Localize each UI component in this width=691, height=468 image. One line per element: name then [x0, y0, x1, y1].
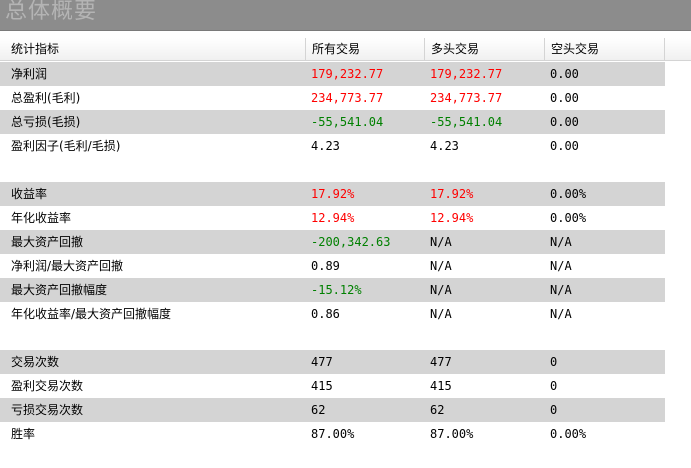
table-row[interactable]: 收益率 17.92% 17.92% 0.00% [0, 182, 665, 206]
all-trades-value: 12.94% [311, 211, 355, 225]
all-trades-value: 415 [311, 379, 333, 393]
metric-label: 净利润 [11, 67, 48, 81]
all-trades-value: -55,541.04 [311, 115, 384, 129]
metric-label: 交易次数 [11, 355, 60, 369]
column-header-short-trades[interactable]: 空头交易 [545, 38, 665, 60]
long-trades-value: 17.92% [430, 187, 474, 201]
table-row[interactable]: 最大资产回撤 -200,342.63 N/A N/A [0, 230, 665, 254]
column-header-long-trades[interactable]: 多头交易 [425, 38, 545, 60]
title-bar: 总体概要 [0, 0, 691, 31]
all-trades-value: 0.89 [311, 259, 340, 273]
long-trades-value: N/A [430, 235, 452, 249]
short-trades-value: 0.00 [550, 115, 579, 129]
long-trades-value: 179,232.77 [430, 67, 503, 81]
metric-label: 总亏损(毛损) [11, 115, 81, 129]
metric-label: 胜率 [11, 427, 36, 441]
long-trades-value: N/A [430, 259, 452, 273]
metric-label: 盈利交易次数 [11, 379, 84, 393]
short-trades-value: 0.00% [550, 211, 587, 225]
all-trades-value: -15.12% [311, 283, 362, 297]
short-trades-value: 0 [550, 355, 558, 369]
all-trades-value: 0.86 [311, 307, 340, 321]
table-row[interactable]: 年化收益率 12.94% 12.94% 0.00% [0, 206, 665, 230]
table-row[interactable]: 亏损交易次数 62 62 0 [0, 398, 665, 422]
metric-label: 盈利因子(毛利/毛损) [11, 139, 121, 153]
table-row[interactable]: 胜率 87.00% 87.00% 0.00% [0, 422, 665, 446]
all-trades-value: -200,342.63 [311, 235, 391, 249]
short-trades-value: 0.00 [550, 139, 579, 153]
table-row[interactable]: 盈利因子(毛利/毛损) 4.23 4.23 0.00 [0, 134, 665, 158]
short-trades-value: 0 [550, 403, 558, 417]
column-header-all-trades[interactable]: 所有交易 [306, 38, 425, 60]
all-trades-value: 17.92% [311, 187, 355, 201]
table-row[interactable]: 总亏损(毛损) -55,541.04 -55,541.04 0.00 [0, 110, 665, 134]
all-trades-value: 62 [311, 403, 326, 417]
short-trades-value: N/A [550, 235, 572, 249]
metric-label: 亏损交易次数 [11, 403, 84, 417]
short-trades-value: N/A [550, 259, 572, 273]
all-trades-value: 4.23 [311, 139, 340, 153]
all-trades-value: 179,232.77 [311, 67, 384, 81]
short-trades-value: 0 [550, 379, 558, 393]
table-row[interactable]: 净利润/最大资产回撤 0.89 N/A N/A [0, 254, 665, 278]
all-trades-value: 87.00% [311, 427, 355, 441]
metric-label: 年化收益率/最大资产回撤幅度 [11, 307, 172, 321]
all-trades-value: 477 [311, 355, 333, 369]
long-trades-value: 62 [430, 403, 445, 417]
table-row[interactable]: 盈利交易次数 415 415 0 [0, 374, 665, 398]
short-trades-value: 0.00% [550, 187, 587, 201]
all-trades-value: 234,773.77 [311, 91, 384, 105]
short-trades-value: N/A [550, 283, 572, 297]
window-title: 总体概要 [5, 0, 98, 24]
long-trades-value: 477 [430, 355, 452, 369]
metric-label: 最大资产回撤 [11, 235, 84, 249]
metric-label: 总盈利(毛利) [11, 91, 81, 105]
table-row[interactable]: 总盈利(毛利) 234,773.77 234,773.77 0.00 [0, 86, 665, 110]
long-trades-value: N/A [430, 307, 452, 321]
long-trades-value: N/A [430, 283, 452, 297]
table-row[interactable]: 净利润 179,232.77 179,232.77 0.00 [0, 62, 665, 86]
long-trades-value: 234,773.77 [430, 91, 503, 105]
long-trades-value: 415 [430, 379, 452, 393]
metric-label: 净利润/最大资产回撤 [11, 259, 124, 273]
long-trades-value: 4.23 [430, 139, 459, 153]
short-trades-value: 0.00% [550, 427, 587, 441]
long-trades-value: 12.94% [430, 211, 474, 225]
table-row[interactable]: 交易次数 477 477 0 [0, 350, 665, 374]
long-trades-value: -55,541.04 [430, 115, 503, 129]
short-trades-value: N/A [550, 307, 572, 321]
table-row[interactable]: 最大资产回撤幅度 -15.12% N/A N/A [0, 278, 665, 302]
short-trades-value: 0.00 [550, 67, 579, 81]
metric-label: 收益率 [11, 187, 48, 201]
long-trades-value: 87.00% [430, 427, 474, 441]
short-trades-value: 0.00 [550, 91, 579, 105]
metric-label: 最大资产回撤幅度 [11, 283, 108, 297]
metric-label: 年化收益率 [11, 211, 72, 225]
table-header: 统计指标 所有交易 多头交易 空头交易 [0, 38, 691, 61]
column-header-metric[interactable]: 统计指标 [5, 38, 306, 60]
table-row[interactable]: 年化收益率/最大资产回撤幅度 0.86 N/A N/A [0, 302, 665, 326]
